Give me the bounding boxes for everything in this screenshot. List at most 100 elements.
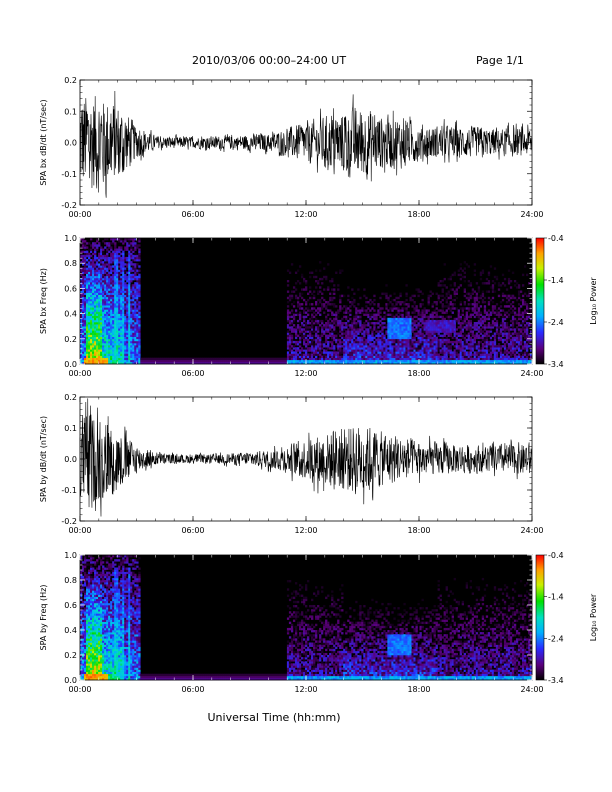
- spectrogram-cell: [124, 338, 127, 342]
- spectrogram-cell: [491, 345, 495, 348]
- spectrogram-cell: [427, 301, 430, 304]
- spectrogram-cell: [96, 259, 99, 262]
- spectrogram-cell: [371, 336, 374, 340]
- spectrogram-cell: [477, 296, 481, 300]
- spectrogram-cell: [415, 307, 418, 310]
- spectrogram-cell: [429, 315, 432, 319]
- spectrogram-cell: [503, 351, 507, 354]
- spectrogram-cell: [493, 282, 497, 285]
- spectrogram-cell: [401, 338, 404, 342]
- spectrogram-cell: [429, 313, 432, 316]
- spectrogram-cell: [128, 269, 131, 272]
- spectrogram-cell: [128, 317, 131, 321]
- spectrogram-cell: [112, 238, 115, 241]
- spectrogram-cell: [411, 336, 414, 340]
- spectrogram-cell: [100, 254, 103, 258]
- spectrogram-cell: [325, 357, 328, 361]
- spectrogram-cell: [126, 305, 129, 308]
- spectrogram-cell: [136, 343, 139, 346]
- spectrogram-cell: [94, 282, 97, 285]
- spectrogram-cell: [122, 290, 125, 293]
- spectrogram-cell: [453, 340, 456, 344]
- spectrogram-cell: [84, 277, 87, 281]
- spectrogram-cell: [511, 311, 515, 314]
- spectrogram-cell: [447, 315, 450, 319]
- spectrogram-cell: [86, 294, 89, 298]
- spectrogram-cell: [459, 303, 462, 306]
- spectrogram-cell: [124, 361, 127, 365]
- spectrogram-cell: [373, 324, 376, 327]
- spectrogram-cell: [421, 355, 424, 358]
- spectrogram-cell: [319, 309, 322, 312]
- spectrogram-cell: [485, 324, 489, 327]
- spectrogram-cell: [124, 328, 127, 331]
- spectrogram-cell: [447, 328, 450, 331]
- spectrogram-cell: [313, 361, 316, 365]
- spectrogram-cell: [509, 280, 513, 283]
- spectrogram-cell: [319, 359, 322, 363]
- spectrogram-cell: [419, 315, 422, 319]
- spectrogram-cell: [399, 340, 402, 344]
- spectrogram-cell: [483, 282, 487, 285]
- spectrogram-cell: [437, 345, 440, 348]
- spectrogram-cell: [296, 296, 300, 300]
- spectrogram-cell: [407, 305, 410, 308]
- spectrogram-cell: [88, 259, 91, 262]
- spectrogram-cell: [423, 317, 426, 321]
- spectrogram-cell: [296, 301, 300, 304]
- spectrogram-cell: [102, 303, 105, 306]
- spectrogram-cell: [499, 355, 503, 358]
- spectrogram-cell: [403, 345, 406, 348]
- spectrogram-cell: [315, 353, 318, 356]
- spectrogram-cell: [455, 340, 458, 344]
- spectrogram-cell: [108, 319, 111, 323]
- spectrogram-cell: [431, 338, 434, 342]
- spectrogram-cell: [88, 298, 91, 302]
- spectrogram-cell: [421, 298, 424, 302]
- spectrogram-cell: [82, 338, 85, 342]
- spectrogram-cell: [397, 361, 400, 365]
- spectrogram-cell: [82, 267, 85, 270]
- spectrogram-cell: [371, 343, 374, 346]
- spectrogram-cell: [483, 338, 487, 342]
- spectrogram-cell: [443, 334, 446, 337]
- spectrogram-cell: [481, 353, 485, 356]
- spectrogram-cell: [98, 319, 101, 323]
- spectrogram-cell: [102, 334, 105, 337]
- spectrogram-cell: [391, 336, 394, 340]
- spectrogram-cell: [106, 298, 109, 302]
- spectrogram-cell: [288, 271, 292, 274]
- spectrogram-cell: [397, 359, 400, 363]
- spectrogram-cell: [164, 357, 167, 361]
- spectrogram-cell: [363, 330, 366, 333]
- spectrogram-cell: [379, 359, 382, 363]
- spectrogram-cell: [108, 334, 111, 337]
- spectrogram-cell: [413, 324, 416, 327]
- spectrogram-cell: [421, 292, 424, 295]
- spectrogram-cell: [86, 349, 89, 352]
- spectrogram-cell: [419, 330, 422, 333]
- spectrogram-cell: [507, 326, 511, 329]
- spectrogram-cell: [359, 343, 362, 346]
- spectrogram-cell: [166, 359, 169, 363]
- spectrogram-cell: [359, 311, 362, 314]
- spectrogram-cell: [132, 250, 135, 253]
- spectrogram-cell: [463, 315, 467, 319]
- spectrogram-cell: [403, 334, 406, 337]
- spectrogram-cell: [507, 330, 511, 333]
- spectrogram-cell: [349, 357, 352, 361]
- spectrogram-cell: [331, 319, 334, 323]
- spectrogram-cell: [367, 359, 370, 363]
- spectrogram-cell: [118, 263, 121, 266]
- spectrogram-cell: [481, 338, 485, 342]
- spectrogram-cell: [421, 334, 424, 337]
- spectrogram-cell: [311, 328, 314, 331]
- spectrogram-cell: [479, 311, 483, 314]
- spectrogram-cell: [499, 361, 503, 365]
- spectrogram-cell: [421, 353, 424, 356]
- spectrogram-cell: [112, 322, 115, 325]
- spectrogram-cell: [116, 322, 119, 325]
- spectrogram-cell: [513, 332, 517, 335]
- spectrogram-cell: [367, 313, 370, 316]
- spectrogram-cell: [511, 319, 515, 323]
